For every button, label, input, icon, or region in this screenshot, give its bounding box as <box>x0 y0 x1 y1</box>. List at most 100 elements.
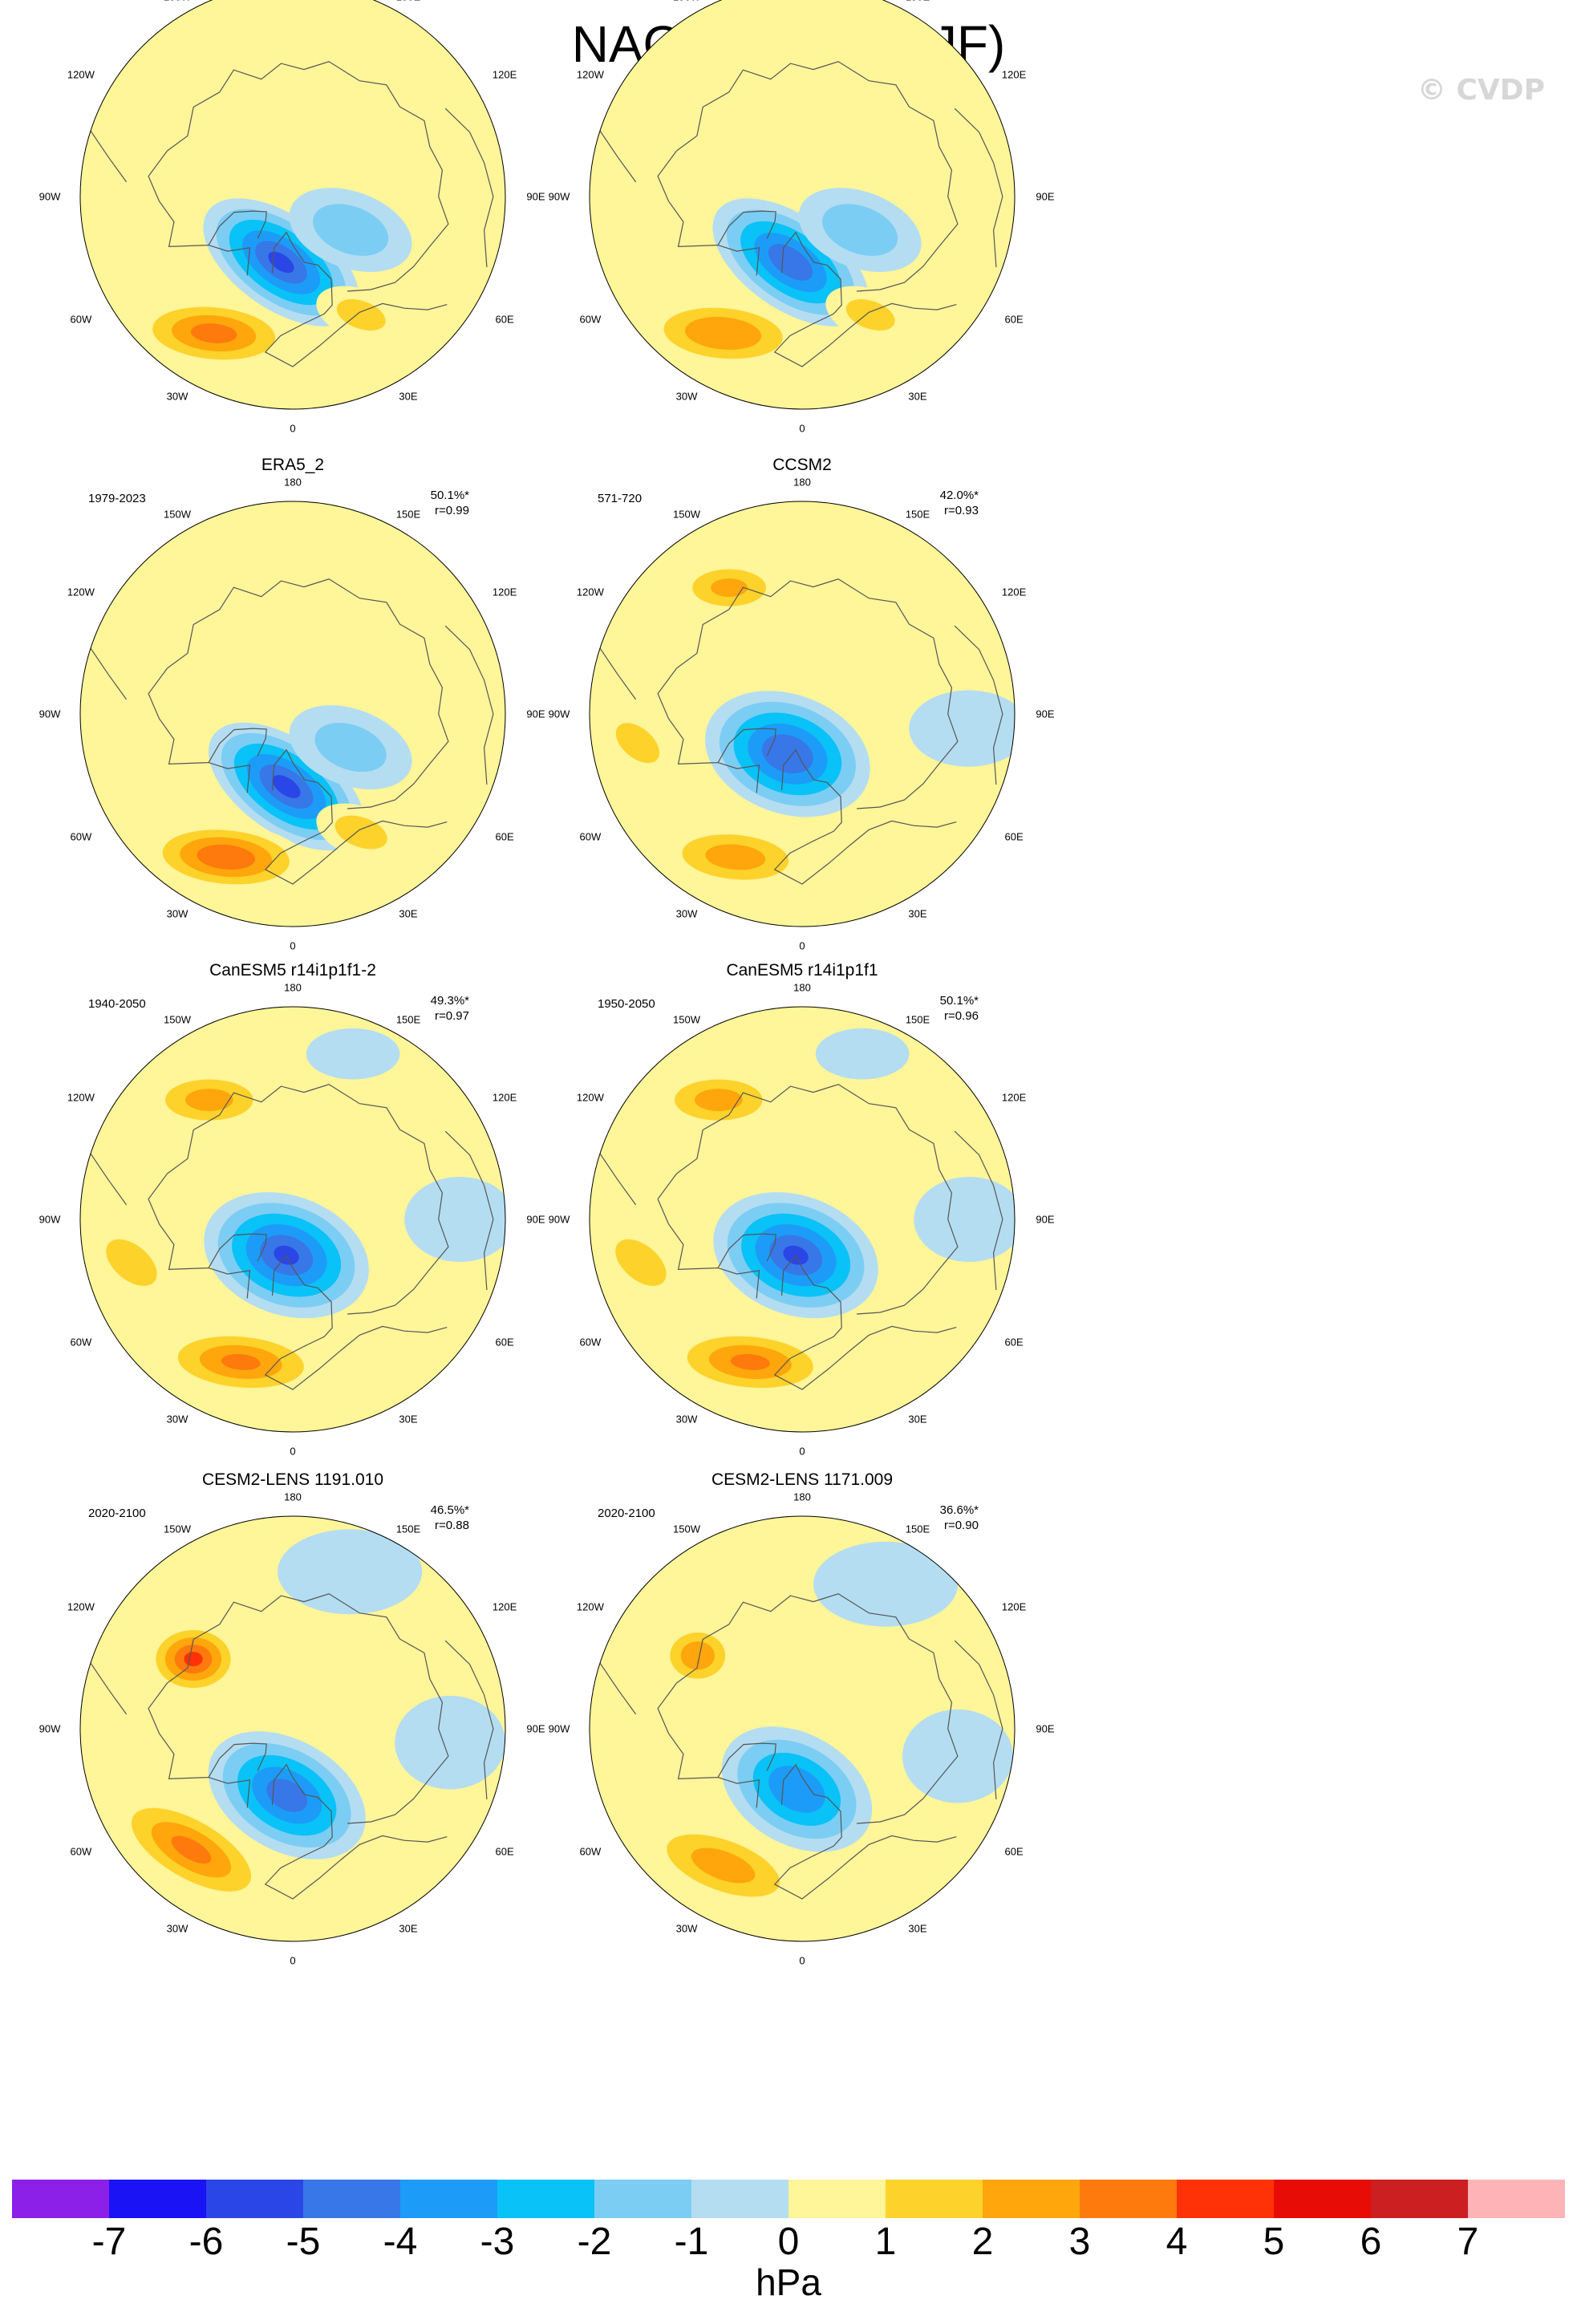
contour-band <box>615 1239 667 1286</box>
longitude-label: 90E <box>526 1722 545 1735</box>
longitude-label: 60E <box>495 830 514 842</box>
longitude-label: 30E <box>399 1413 418 1426</box>
longitude-label: 90W <box>39 1722 61 1735</box>
coastline-segment <box>167 578 449 809</box>
contour-band <box>171 1835 212 1864</box>
longitude-label: 30W <box>166 1922 189 1935</box>
panel-stat: 50.1%* r=0.99 <box>431 488 469 518</box>
longitude-label: 30W <box>675 390 698 403</box>
longitude-label: 120W <box>576 1600 604 1612</box>
coastline-segment <box>90 130 128 183</box>
longitude-label: 150W <box>673 1013 700 1026</box>
coastlines <box>90 1084 494 1390</box>
pattern-correlation: r=0.97 <box>435 1009 469 1023</box>
longitude-label: 60W <box>579 830 602 842</box>
polar-map <box>79 1515 506 1942</box>
coastline-segment <box>599 1153 637 1206</box>
longitude-label: 30E <box>399 907 418 920</box>
coastlines <box>90 578 494 885</box>
contour-band <box>278 1529 423 1615</box>
longitude-label: 90W <box>548 1213 570 1226</box>
contour-layer <box>145 705 412 892</box>
longitude-label: 30E <box>399 1922 418 1935</box>
variance-explained: 36.6%* <box>939 1503 979 1517</box>
coastline-segment <box>444 625 494 785</box>
colorbar-tick: 4 <box>1166 2221 1188 2263</box>
coastline-segment <box>676 578 959 809</box>
longitude-label: 0 <box>290 939 296 952</box>
longitude-label: 150E <box>905 508 930 521</box>
coastlines <box>90 61 494 367</box>
polar-map <box>589 1515 1016 1942</box>
contour-band <box>761 734 813 774</box>
colorbar-tick: 5 <box>1263 2221 1285 2263</box>
longitude-label: 30W <box>675 1922 698 1935</box>
longitude-label: 60E <box>495 1845 514 1857</box>
pattern-correlation: r=0.90 <box>944 1519 979 1532</box>
coastline-segment <box>148 1682 251 1808</box>
longitude-label: 150E <box>396 0 420 2</box>
longitude-label: 150W <box>673 1523 700 1535</box>
colorbar-swatch <box>303 2180 400 2218</box>
coastline-segment <box>676 1593 959 1824</box>
longitude-label: 60W <box>70 313 92 325</box>
map-panel: CESM2-LENS 1171.009 2020-2100 36.6%* r=0.90… <box>549 1470 1055 1967</box>
contour-band <box>306 1028 400 1080</box>
longitude-label: 120E <box>1001 1600 1027 1612</box>
panel-title: CCSM2 <box>772 456 832 474</box>
longitude-label: 120E <box>1001 68 1027 80</box>
longitude-label: 150W <box>164 1013 191 1026</box>
longitude-label: 120W <box>576 1091 604 1103</box>
coastline-segment <box>208 1742 267 1778</box>
longitude-label: 120E <box>492 1600 517 1612</box>
map-border <box>79 1515 506 1942</box>
map-border <box>79 501 506 927</box>
coastline-segment <box>657 1682 760 1808</box>
contour-band <box>266 1778 308 1812</box>
variance-explained: 46.5%* <box>430 1503 469 1517</box>
longitude-label: 60E <box>1004 830 1024 842</box>
longitude-label: 90W <box>39 1213 61 1226</box>
longitude-label: 150E <box>395 1013 421 1026</box>
longitude-label: 120E <box>492 586 517 598</box>
variance-explained: 42.0%* <box>939 489 979 502</box>
coastline-segment <box>717 1742 776 1778</box>
longitude-label: 30E <box>908 390 927 403</box>
coastline-segment <box>264 231 448 367</box>
polar-map <box>589 0 1016 410</box>
panel-years: 1950-2050 <box>598 997 655 1011</box>
contour-band <box>268 251 294 274</box>
colorbar-swatch <box>497 2180 594 2218</box>
colorbar-swatch <box>1468 2180 1565 2218</box>
colorbar-swatch <box>400 2180 497 2218</box>
contour-band <box>313 204 389 256</box>
longitude-label: 30E <box>908 1413 927 1426</box>
coastline-segment <box>167 61 449 292</box>
coastline-segment <box>773 1254 957 1390</box>
coastline-segment <box>773 1763 957 1900</box>
polar-map <box>79 1006 506 1433</box>
longitude-label: 180 <box>793 1491 811 1503</box>
coastline-segment <box>657 150 760 276</box>
panel-stat: 49.3%* r=0.97 <box>431 993 469 1024</box>
longitude-label: 0 <box>799 939 805 952</box>
colorbar-tick: 0 <box>777 2221 800 2263</box>
longitude-label: 90E <box>1036 1722 1055 1735</box>
coastlines <box>599 578 1003 885</box>
longitude-label: 60W <box>579 313 602 325</box>
longitude-label: 150E <box>905 1013 930 1026</box>
longitude-label: 150W <box>673 508 700 521</box>
longitude-label: 30E <box>399 390 418 403</box>
longitude-label: 0 <box>799 1445 805 1458</box>
coastline-segment <box>148 1173 251 1299</box>
pattern-correlation: r=0.93 <box>944 504 979 517</box>
longitude-label: 120E <box>1001 1091 1027 1103</box>
map-border <box>79 0 506 410</box>
coastline-segment <box>208 210 267 245</box>
contour-layer <box>594 560 1015 890</box>
longitude-label: 60E <box>495 313 514 325</box>
coastline-segment <box>444 107 494 268</box>
coastline-segment <box>90 1153 128 1206</box>
coastline-segment <box>717 210 776 245</box>
